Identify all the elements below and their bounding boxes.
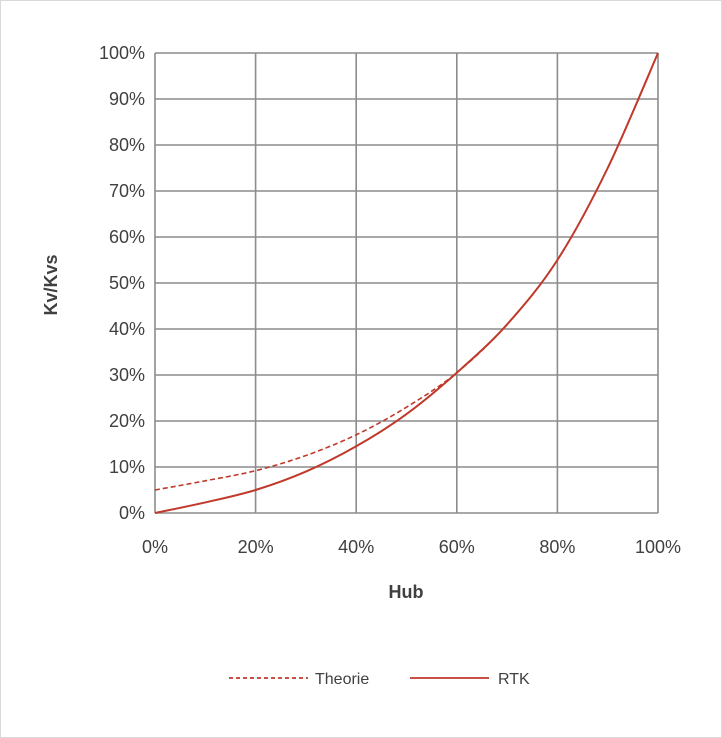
- legend: Theorie RTK: [229, 671, 530, 688]
- y-axis-ticks: 0% 10% 20% 30% 40% 50% 60% 70% 80% 90% 100%: [99, 43, 145, 523]
- series-line-theorie: [154, 52, 659, 491]
- y-tick-label: 30%: [109, 365, 145, 385]
- grid: [154, 52, 659, 514]
- y-tick-label: 0%: [119, 503, 145, 523]
- x-tick-label: 100%: [635, 537, 681, 557]
- series-line-rtk: [154, 52, 659, 514]
- y-tick-label: 70%: [109, 181, 145, 201]
- y-tick-label: 50%: [109, 273, 145, 293]
- x-tick-label: 80%: [539, 537, 575, 557]
- x-axis-ticks: 0% 20% 40% 60% 80% 100%: [142, 537, 681, 557]
- x-axis-title: Hub: [389, 582, 424, 602]
- legend-label-rtk: RTK: [498, 671, 530, 688]
- x-tick-label: 60%: [439, 537, 475, 557]
- y-tick-label: 80%: [109, 135, 145, 155]
- y-tick-label: 10%: [109, 457, 145, 477]
- x-tick-label: 0%: [142, 537, 168, 557]
- x-tick-label: 20%: [238, 537, 274, 557]
- x-tick-label: 40%: [338, 537, 374, 557]
- y-tick-label: 60%: [109, 227, 145, 247]
- y-tick-label: 100%: [99, 43, 145, 63]
- y-tick-label: 90%: [109, 89, 145, 109]
- legend-label-theorie: Theorie: [315, 671, 369, 688]
- series-lines: [154, 52, 659, 514]
- y-tick-label: 40%: [109, 319, 145, 339]
- y-axis-title: Kv/Kvs: [41, 254, 61, 315]
- y-tick-label: 20%: [109, 411, 145, 431]
